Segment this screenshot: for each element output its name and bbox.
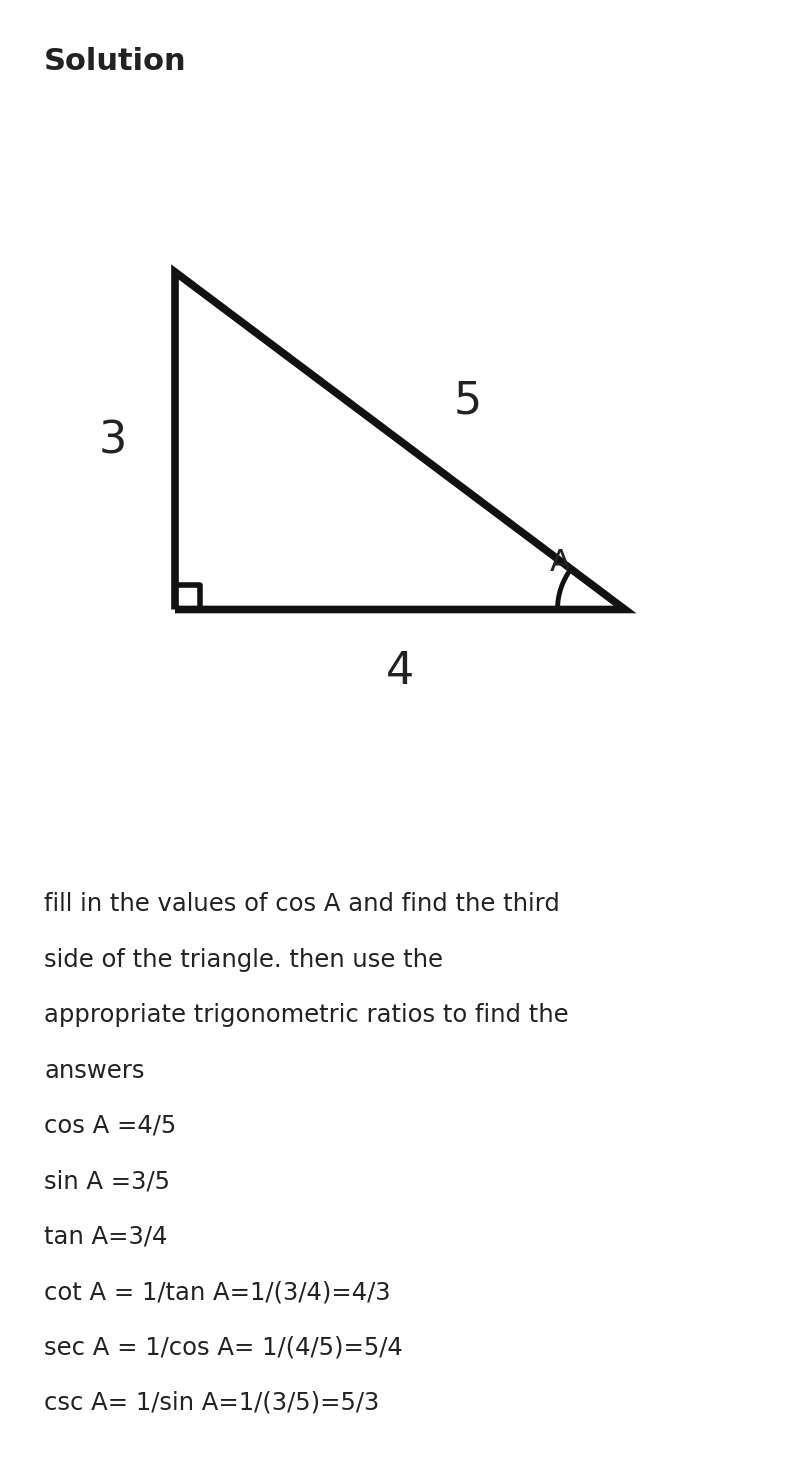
Text: Solution: Solution xyxy=(44,47,186,76)
Text: cos A =4/5: cos A =4/5 xyxy=(44,1114,176,1137)
Text: tan A=3/4: tan A=3/4 xyxy=(44,1225,167,1248)
Text: csc A= 1/sin A=1/(3/5)=5/3: csc A= 1/sin A=1/(3/5)=5/3 xyxy=(44,1391,379,1414)
Text: 5: 5 xyxy=(454,381,482,423)
Text: cot A = 1/tan A=1/(3/4)=4/3: cot A = 1/tan A=1/(3/4)=4/3 xyxy=(44,1280,390,1303)
Text: 4: 4 xyxy=(386,650,414,693)
Text: A: A xyxy=(550,548,570,577)
Text: fill in the values of cos A and find the third: fill in the values of cos A and find the… xyxy=(44,892,560,916)
Text: side of the triangle. then use the: side of the triangle. then use the xyxy=(44,948,443,971)
Text: appropriate trigonometric ratios to find the: appropriate trigonometric ratios to find… xyxy=(44,1003,569,1026)
Text: answers: answers xyxy=(44,1059,145,1082)
Text: sin A =3/5: sin A =3/5 xyxy=(44,1169,170,1193)
Text: 3: 3 xyxy=(99,420,127,462)
Text: sec A = 1/cos A= 1/(4/5)=5/4: sec A = 1/cos A= 1/(4/5)=5/4 xyxy=(44,1336,402,1359)
